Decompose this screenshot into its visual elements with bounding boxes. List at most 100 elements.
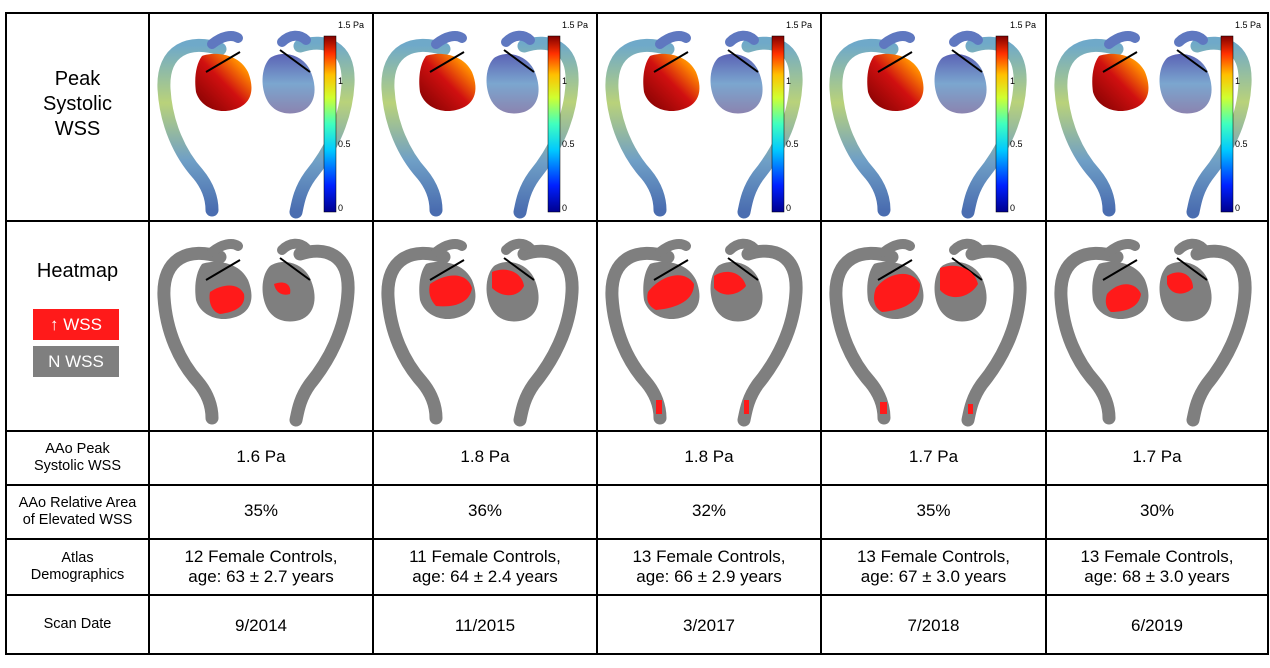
- colorbar: [323, 35, 337, 213]
- cell-value: 11/2015: [454, 615, 516, 635]
- scan-date-value: 7/2018: [822, 596, 1045, 656]
- wss-aorta-panel: [1054, 30, 1252, 219]
- aorta-left-view: [829, 239, 924, 425]
- cell-value: 12 Female Controls,: [184, 546, 338, 566]
- cell-value: 1.8 Pa: [684, 446, 734, 466]
- grid-line: [372, 12, 374, 655]
- row-label-scan-date: Scan Date: [43, 615, 112, 632]
- heatmap-aorta-panel: [381, 238, 579, 427]
- relative-area-value: 35%: [822, 486, 1045, 536]
- demographics-value: 13 Female Controls, age: 66 ± 2.9 years: [598, 540, 820, 594]
- scan-date-value: 9/2014: [150, 596, 372, 656]
- peak-wss-value: 1.8 Pa: [374, 432, 596, 482]
- colorbar-tick-label: 1.5 Pa: [338, 20, 365, 30]
- demographics-value: 12 Female Controls, age: 63 ± 2.7 years: [150, 540, 372, 594]
- label-line: of Elevated WSS: [22, 512, 133, 528]
- grid-line: [1267, 12, 1269, 655]
- grid-line: [148, 12, 150, 655]
- cell-value: 13 Female Controls,: [632, 546, 786, 566]
- aorta-right-view: [1159, 238, 1252, 427]
- colorbar-tick-label: 1: [1010, 76, 1016, 86]
- aorta-left-view: [829, 31, 924, 217]
- grid-line: [1045, 12, 1047, 655]
- cell-value: 35%: [916, 500, 951, 520]
- heatmap-aorta-panel: [829, 238, 1027, 427]
- grid-line: [5, 12, 1269, 14]
- peak-wss-value: 1.6 Pa: [150, 432, 372, 482]
- cell-value: 1.6 Pa: [236, 446, 286, 466]
- label-line: AAo Relative Area: [18, 494, 137, 511]
- cell-value: 7/2018: [907, 615, 960, 635]
- cell-value: 6/2019: [1131, 615, 1183, 635]
- wss-aorta-panel: [829, 30, 1027, 219]
- elevated-wss-region: [429, 269, 524, 307]
- label-line: Systolic: [43, 92, 112, 115]
- grid-line: [5, 594, 1269, 596]
- aorta-left-view: [381, 239, 476, 425]
- label-line: AAo Peak: [45, 440, 110, 457]
- demographics-value: 13 Female Controls, age: 68 ± 3.0 years: [1047, 540, 1267, 594]
- colorbar-tick-label: 1.5 Pa: [562, 20, 589, 30]
- row-label-peak-wss: Peak Systolic WSS: [7, 64, 148, 144]
- grid-line: [5, 538, 1269, 540]
- colorbar-tick-label: 0: [1235, 203, 1241, 213]
- label-line: Systolic WSS: [33, 458, 121, 474]
- legend-normal-wss: N WSS: [33, 346, 119, 377]
- grid-line: [596, 12, 598, 655]
- label-line: WSS: [54, 117, 101, 140]
- row-label-demographics: Atlas Demographics: [7, 540, 148, 594]
- row-label-aao-peak: AAo Peak Systolic WSS: [7, 432, 148, 484]
- colorbar-tick-label: 0: [786, 203, 792, 213]
- colorbar-tick-label: 0.5: [1235, 139, 1248, 149]
- cell-value: 13 Female Controls,: [856, 546, 1011, 566]
- peak-wss-value: 1.7 Pa: [1047, 432, 1267, 482]
- wss-aorta-panel: [157, 30, 355, 219]
- legend-elevated-wss: ↑ WSS: [33, 309, 119, 340]
- elevated-wss-region: [647, 271, 749, 414]
- colorbar-tick-label: 1: [562, 76, 568, 86]
- grid-line: [5, 430, 1269, 432]
- wss-aorta-panel: [381, 30, 579, 219]
- label-line: Atlas: [61, 549, 94, 566]
- grid-line: [820, 12, 822, 655]
- colorbar: [547, 35, 561, 213]
- row-label-relative-area: AAo Relative Area of Elevated WSS: [7, 486, 148, 538]
- aorta-left-view: [605, 31, 700, 217]
- aorta-left-view: [157, 239, 252, 425]
- cell-value: 1.8 Pa: [460, 446, 510, 466]
- relative-area-value: 36%: [374, 486, 596, 536]
- colorbar-tick-label: 1: [1235, 76, 1241, 86]
- peak-wss-value: 1.8 Pa: [598, 432, 820, 482]
- grid-line: [5, 220, 1269, 222]
- heatmap-aorta-panel: [1054, 238, 1252, 427]
- colorbar-tick-label: 1: [786, 76, 792, 86]
- elevated-wss-region: [1105, 272, 1193, 312]
- colorbar-tick-label: 0: [338, 203, 344, 213]
- wss-aorta-panel: [605, 30, 803, 219]
- aorta-right-view: [710, 238, 803, 427]
- cell-value: 1.7 Pa: [1132, 446, 1182, 466]
- cell-value: 13 Female Controls,: [1080, 546, 1234, 566]
- label-line: Demographics: [30, 567, 125, 583]
- demographics-value: 13 Female Controls, age: 67 ± 3.0 years: [822, 540, 1045, 594]
- demographics-value: 11 Female Controls, age: 64 ± 2.4 years: [374, 540, 596, 594]
- cell-value: age: 67 ± 3.0 years: [860, 567, 1007, 586]
- cell-value: 30%: [1139, 500, 1175, 520]
- grid-line: [5, 484, 1269, 486]
- aorta-left-view: [605, 239, 700, 425]
- aorta-left-view: [1054, 31, 1149, 217]
- cell-value: 36%: [467, 500, 503, 520]
- colorbar-tick-label: 1.5 Pa: [1010, 20, 1037, 30]
- heatmap-aorta-panel: [605, 238, 803, 427]
- colorbar: [995, 35, 1009, 213]
- cell-value: 35%: [243, 500, 279, 520]
- aorta-left-view: [1054, 239, 1149, 425]
- aorta-left-view: [381, 31, 476, 217]
- scan-date-value: 6/2019: [1047, 596, 1267, 656]
- colorbar-tick-label: 0: [1010, 203, 1016, 213]
- cell-value: age: 63 ± 2.7 years: [188, 567, 334, 586]
- colorbar-tick-label: 1.5 Pa: [1235, 20, 1262, 30]
- peak-wss-value: 1.7 Pa: [822, 432, 1045, 482]
- colorbar-tick-label: 0.5: [338, 139, 351, 149]
